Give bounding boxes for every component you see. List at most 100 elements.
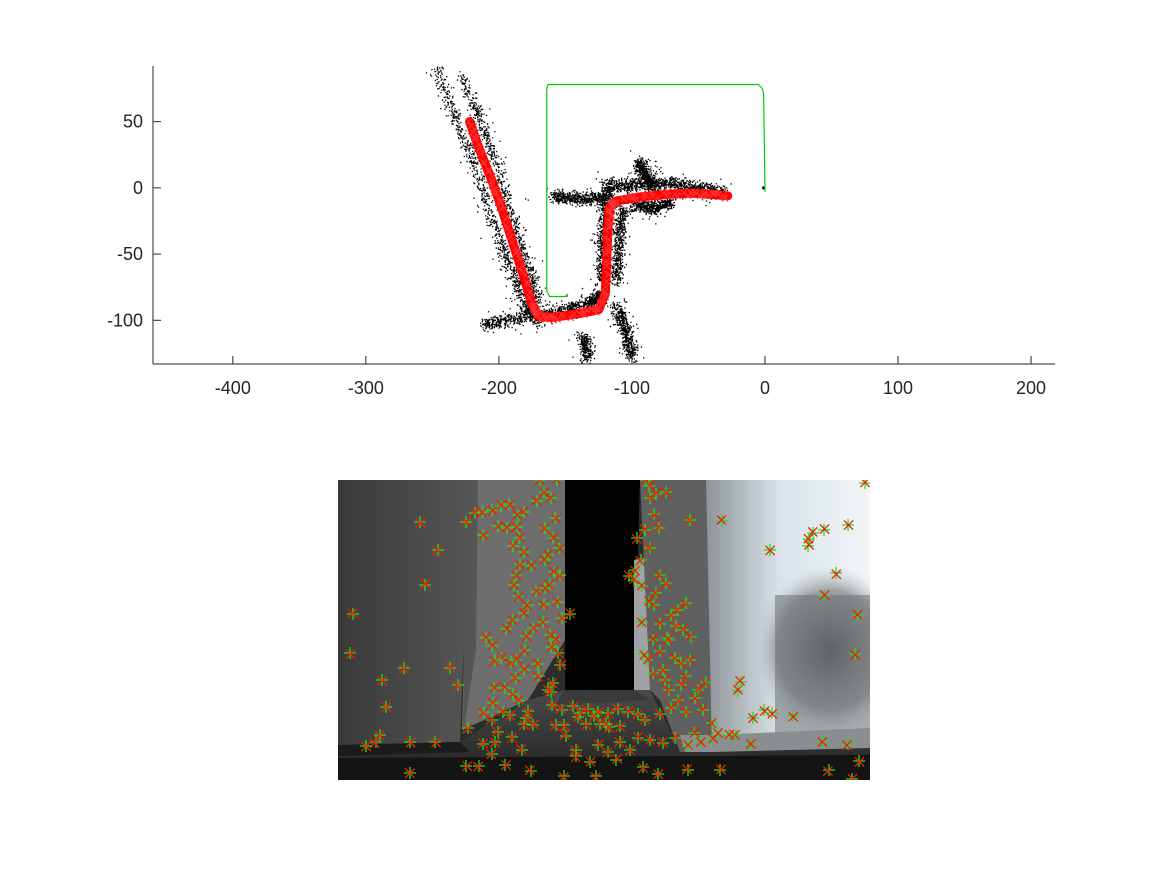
feature-marker (518, 546, 530, 558)
projection-x-mark (565, 608, 576, 619)
feature-marker (519, 644, 531, 656)
trajectory-lines (465, 83, 766, 324)
projection-x-mark (637, 763, 649, 774)
projection-x-mark (822, 766, 833, 777)
feature-marker (643, 595, 655, 608)
feature-marker (622, 705, 634, 718)
projection-x-mark (522, 707, 534, 718)
feature-marker (637, 648, 650, 661)
feature-marker (517, 607, 530, 619)
feature-marker (547, 532, 560, 544)
projection-x-mark (557, 613, 568, 624)
feature-marker (640, 480, 652, 486)
feature-marker (600, 718, 612, 730)
feature-marker (398, 662, 410, 675)
feature-marker (414, 516, 426, 529)
projection-x-mark (648, 633, 659, 644)
feature-marker (501, 522, 513, 534)
feature-marker (574, 707, 587, 719)
feature-plus-mark (637, 761, 649, 773)
feature-marker (552, 647, 564, 659)
feature-marker (849, 648, 861, 660)
feature-plus-mark (632, 732, 644, 744)
projection-x-mark (534, 480, 545, 486)
x-tick-label: -400 (215, 378, 251, 398)
feature-marker (478, 706, 490, 719)
projection-x-mark (657, 736, 668, 748)
projection-x-mark (531, 495, 542, 506)
feature-marker (545, 492, 557, 504)
projection-x-mark (462, 761, 473, 772)
feature-plus-mark (590, 770, 602, 780)
feature-marker (853, 755, 865, 767)
feature-marker (544, 629, 557, 641)
feature-marker (842, 519, 854, 531)
projection-x-mark (532, 658, 543, 669)
feature-marker (636, 580, 648, 592)
feature-marker (665, 609, 677, 621)
projection-x-mark (689, 727, 700, 738)
projection-x-mark (602, 747, 613, 758)
projection-x-mark (660, 674, 671, 686)
projection-x-mark (551, 596, 563, 607)
feature-marker (527, 719, 540, 731)
projection-x-mark (650, 587, 661, 599)
feature-marker (688, 727, 700, 739)
feature-marker (543, 578, 556, 591)
projection-x-mark (526, 560, 537, 571)
feature-marker (648, 508, 660, 521)
feature-marker (531, 495, 543, 507)
projection-x-mark (859, 480, 870, 488)
projection-x-mark (648, 599, 659, 610)
projection-x-mark (551, 480, 562, 485)
feature-marker (635, 554, 647, 566)
projection-x-mark (615, 721, 626, 733)
ground-truth-path (546, 83, 766, 298)
projection-x-mark (548, 532, 560, 543)
projection-x-mark (629, 565, 641, 576)
feature-marker (532, 658, 544, 670)
projection-x-mark (507, 614, 518, 625)
projection-x-mark (404, 768, 415, 779)
projection-x-mark (593, 739, 604, 750)
feature-marker (558, 719, 570, 732)
feature-marker (684, 654, 696, 666)
feature-marker (518, 663, 530, 676)
projection-x-mark (507, 732, 518, 744)
feature-marker (537, 616, 549, 628)
feature-marker (486, 748, 498, 760)
projection-x-mark (511, 522, 522, 533)
y-axis-ticks: 50 0 -50 -100 (107, 112, 161, 330)
feature-marker (521, 599, 534, 611)
y-tick-label: 50 (123, 112, 143, 132)
projection-x-mark (576, 707, 587, 718)
projection-x-mark (487, 697, 498, 708)
projection-x-mark (551, 634, 562, 645)
projection-x-mark (501, 522, 512, 533)
projection-x-mark (532, 671, 543, 682)
trajectory-markers (465, 118, 729, 324)
x-tick-label: -200 (481, 378, 517, 398)
x-tick-label: 0 (760, 378, 770, 398)
projection-x-mark (499, 681, 510, 693)
feature-marker (522, 705, 534, 718)
feature-marker (404, 767, 416, 779)
projection-x-mark (807, 526, 818, 538)
feature-marker (532, 670, 545, 682)
feature-marker (554, 569, 566, 582)
feature-marker (675, 657, 687, 669)
feature-marker (460, 516, 472, 528)
projection-x-mark (676, 679, 688, 690)
feature-marker (432, 544, 444, 556)
feature-plus-mark (551, 480, 563, 486)
projection-x-mark (486, 714, 497, 725)
projection-x-mark (539, 554, 550, 565)
projection-x-mark (555, 703, 566, 714)
projection-x-mark (420, 578, 431, 589)
projection-x-mark (734, 675, 746, 686)
projection-x-mark (681, 764, 693, 775)
projection-x-mark (514, 559, 525, 571)
feature-marker (548, 566, 560, 578)
feature-marker (570, 750, 582, 763)
